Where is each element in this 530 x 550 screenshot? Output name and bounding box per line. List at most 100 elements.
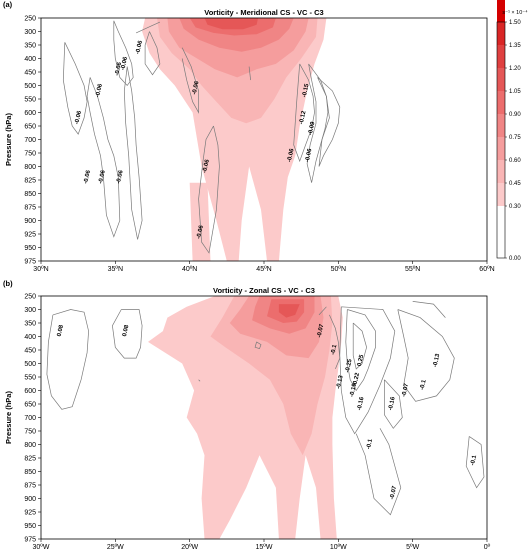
contour-line bbox=[339, 306, 396, 435]
y-tick-label: 250 bbox=[24, 294, 36, 301]
contour-line bbox=[112, 309, 143, 359]
x-tick-label: 60ºN bbox=[479, 266, 494, 273]
contour-label: -0.19 bbox=[349, 382, 358, 397]
y-tick-label: 450 bbox=[24, 348, 36, 355]
colorbar-band-c045 bbox=[497, 160, 505, 183]
contour-label: -0.09 bbox=[308, 121, 317, 136]
contour-label: -0.07 bbox=[389, 485, 398, 500]
y-tick-label: 850 bbox=[24, 191, 36, 198]
colorbar-band-c060 bbox=[497, 137, 505, 160]
contour-line bbox=[318, 306, 327, 316]
y-tick-label: 350 bbox=[24, 43, 36, 50]
chart-title: Vorticity - Zonal CS - VC - C3 bbox=[213, 286, 315, 295]
contour-label: -0.1 bbox=[330, 344, 338, 356]
y-tick-label: 850 bbox=[24, 469, 36, 476]
contour-label: -0.1 bbox=[470, 454, 478, 466]
colorbar-band-c075 bbox=[497, 114, 505, 137]
y-tick-label: 750 bbox=[24, 151, 36, 158]
contour-label: -0.1 bbox=[366, 438, 374, 450]
colorbar-unit: s⁻¹ × 10⁻⁴ bbox=[502, 9, 528, 16]
x-tick-label: 55ºN bbox=[405, 266, 420, 273]
contour-line bbox=[123, 66, 143, 240]
colorbar-tick-label: 0.00 bbox=[509, 256, 521, 262]
y-tick-label: 750 bbox=[24, 429, 36, 436]
contour-line bbox=[248, 66, 251, 81]
y-tick-label: 925 bbox=[24, 510, 36, 517]
contour-line bbox=[465, 436, 485, 489]
y-tick-label: 450 bbox=[24, 70, 36, 77]
y-tick-label: 800 bbox=[24, 164, 36, 171]
contour-label: -0.06 bbox=[83, 169, 92, 184]
y-tick-label: 900 bbox=[24, 496, 36, 503]
y-tick-label: 950 bbox=[24, 245, 36, 252]
panel-label: (a) bbox=[3, 0, 13, 9]
y-axis-label: Pressure (hPa) bbox=[4, 391, 13, 444]
colorbar-band-c120 bbox=[497, 45, 505, 68]
contour-label: -0.06 bbox=[196, 224, 205, 239]
x-tick-label: 0º bbox=[484, 544, 491, 550]
contour-line bbox=[412, 301, 446, 318]
contour-line bbox=[352, 322, 367, 370]
contour-label: -0.13 bbox=[336, 374, 345, 389]
contour-line bbox=[355, 428, 402, 516]
panel-a: -0.06 -0.06 -0.06 -0.06 -0.06 -0.06 -0.06 -0.06… bbox=[3, 0, 495, 273]
contour-label: -0.1 bbox=[420, 379, 428, 391]
x-tick-label: 50ºN bbox=[331, 266, 346, 273]
y-tick-label: 650 bbox=[24, 402, 36, 409]
colorbar-band-c150 bbox=[497, 0, 505, 22]
contour-label: -0.15 bbox=[302, 83, 311, 98]
y-tick-label: 950 bbox=[24, 523, 36, 530]
x-tick-label: 30ºN bbox=[33, 266, 48, 273]
contour-line bbox=[384, 379, 403, 429]
contour-label: -0.06 bbox=[305, 148, 314, 163]
colorbar-tick-label: 0.90 bbox=[509, 112, 521, 118]
y-tick-label: 925 bbox=[24, 232, 36, 239]
x-tick-label: 25ºW bbox=[107, 544, 124, 550]
y-tick-label: 400 bbox=[24, 334, 36, 341]
y-tick-label: 825 bbox=[24, 178, 36, 185]
contour-label: 0.25 bbox=[357, 354, 365, 367]
x-tick-label: 35ºN bbox=[108, 266, 123, 273]
contour-line bbox=[293, 63, 315, 163]
y-tick-label: 350 bbox=[24, 321, 36, 328]
colorbar-tick-label: 1.20 bbox=[509, 66, 521, 72]
contour-line bbox=[181, 47, 199, 114]
contour-line bbox=[86, 77, 121, 238]
y-tick-label: 700 bbox=[24, 415, 36, 422]
colorbar-band-c090 bbox=[497, 91, 505, 114]
contour-label: -0.06 bbox=[116, 169, 125, 184]
x-tick-label: 10ºW bbox=[330, 544, 347, 550]
contour-label: -0.06 bbox=[192, 80, 201, 95]
plot-inner: 0.08 0.08 -0.07 -0.1 -0.25 0.25 -0.22 -0.13 -0.1… bbox=[46, 296, 485, 539]
contour-label: -0.07 bbox=[401, 382, 410, 397]
colorbar-tick-label: 0.75 bbox=[509, 135, 521, 141]
x-tick-label: 20ºW bbox=[181, 544, 198, 550]
y-tick-label: 250 bbox=[24, 16, 36, 23]
chart-title: Vorticity - Meridional CS - VC - C3 bbox=[204, 8, 323, 17]
contour-label: -0.06 bbox=[287, 147, 296, 162]
colorbar-band-c135 bbox=[497, 22, 505, 45]
panel-label: (b) bbox=[3, 279, 13, 288]
contour-label: -0.06 bbox=[98, 169, 107, 184]
colorbar-tick-label: 1.05 bbox=[509, 89, 521, 95]
colorbar-band-c030 bbox=[497, 183, 505, 206]
contour-label: -0.16 bbox=[388, 396, 397, 411]
contour-line bbox=[46, 309, 89, 410]
panel-b: 0.08 0.08 -0.07 -0.1 -0.25 0.25 -0.22 -0.13 -0.1… bbox=[3, 279, 491, 550]
contour-label: -0.07 bbox=[317, 323, 326, 338]
y-tick-label: 550 bbox=[24, 375, 36, 382]
contour-label: 0.08 bbox=[122, 324, 130, 337]
plot-inner: -0.06 -0.06 -0.06 -0.06 -0.06 -0.06 -0.06 -0.06… bbox=[62, 18, 341, 261]
colorbar-tick-label: 1.50 bbox=[509, 20, 521, 26]
colorbar-band-zero bbox=[497, 206, 505, 258]
y-tick-label: 600 bbox=[24, 388, 36, 395]
contour-line bbox=[198, 125, 220, 254]
contour-label: -0.16 bbox=[357, 396, 366, 411]
contour-label: -0.06 bbox=[95, 83, 104, 98]
y-tick-label: 800 bbox=[24, 442, 36, 449]
y-tick-label: 500 bbox=[24, 361, 36, 368]
contour-line bbox=[254, 341, 262, 350]
contour-label: -0.13 bbox=[433, 353, 442, 368]
colorbar-band-c105 bbox=[497, 68, 505, 91]
